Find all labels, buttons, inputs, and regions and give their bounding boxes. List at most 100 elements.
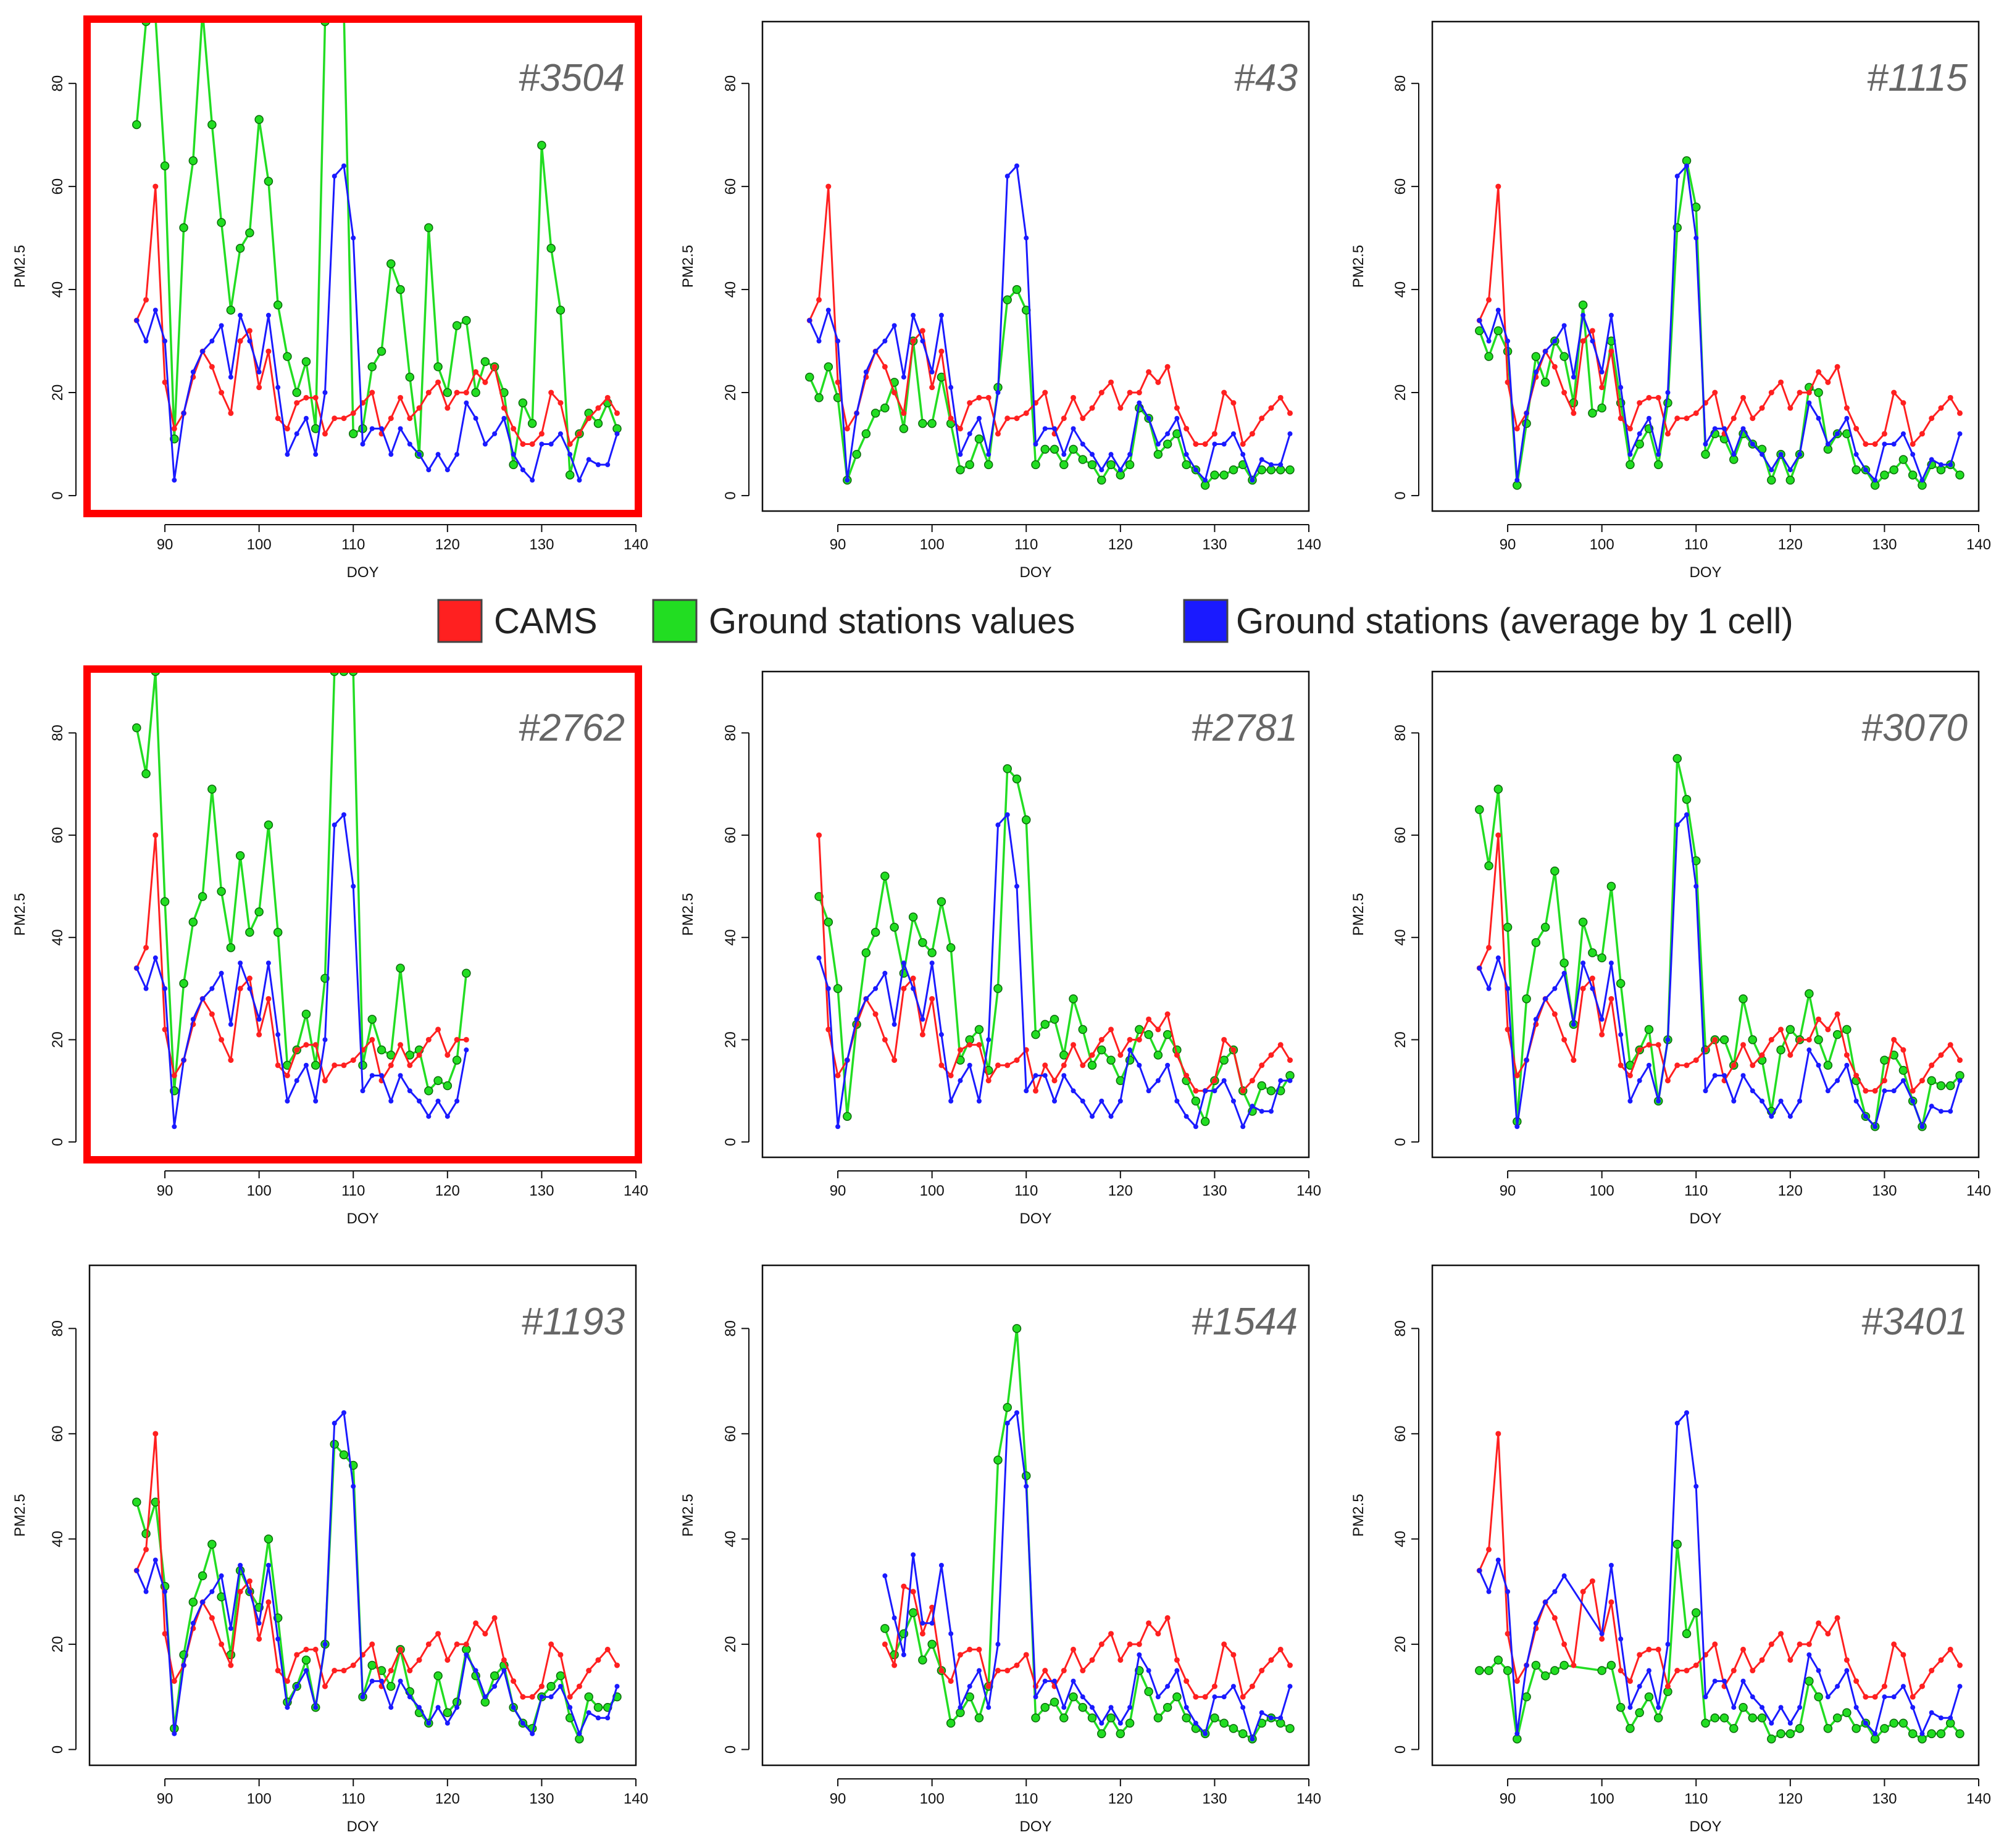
data-point-avg bbox=[172, 477, 177, 483]
data-point-avg bbox=[454, 1705, 460, 1710]
data-point-ground bbox=[565, 470, 575, 480]
data-point-cams bbox=[1561, 389, 1568, 396]
data-point-cams bbox=[938, 1062, 945, 1068]
data-point-cams bbox=[1834, 364, 1840, 370]
data-point-cams bbox=[1599, 1636, 1605, 1642]
data-point-avg bbox=[228, 374, 233, 380]
data-point-avg bbox=[920, 338, 925, 344]
y-tick-label: 80 bbox=[1392, 725, 1409, 741]
data-point-ground bbox=[1040, 444, 1050, 454]
data-point-avg bbox=[1524, 410, 1529, 416]
data-point-avg bbox=[341, 1410, 346, 1415]
data-point-cams bbox=[1853, 1072, 1860, 1078]
station-label: #3401 bbox=[1861, 1301, 1968, 1343]
data-point-ground bbox=[1219, 1718, 1229, 1728]
data-point-avg bbox=[1910, 1098, 1916, 1104]
data-point-ground bbox=[1021, 1471, 1031, 1481]
data-point-ground bbox=[160, 161, 170, 170]
data-point-avg bbox=[398, 1678, 403, 1684]
data-point-avg bbox=[1259, 457, 1264, 462]
data-point-cams bbox=[284, 425, 290, 431]
data-point-ground bbox=[1606, 1660, 1616, 1670]
data-point-ground bbox=[1955, 470, 1964, 480]
data-point-cams bbox=[1929, 415, 1935, 422]
series-line-ground bbox=[808, 288, 1290, 487]
data-point-avg bbox=[1203, 1731, 1208, 1736]
data-point-cams bbox=[1117, 405, 1124, 411]
data-point-cams bbox=[350, 1057, 356, 1063]
y-tick-label: 40 bbox=[1392, 929, 1409, 946]
data-point-cams bbox=[1684, 1668, 1690, 1674]
y-tick-label: 40 bbox=[722, 929, 739, 946]
data-point-avg bbox=[911, 312, 916, 318]
data-point-cams bbox=[445, 1657, 451, 1663]
data-point-avg bbox=[492, 1684, 498, 1689]
data-point-avg bbox=[152, 307, 158, 313]
data-point-avg bbox=[464, 1652, 469, 1657]
data-point-cams bbox=[1042, 389, 1048, 396]
data-point-cams bbox=[985, 1683, 992, 1689]
data-point-avg bbox=[360, 1694, 365, 1700]
y-tick-label: 0 bbox=[49, 491, 66, 499]
data-point-cams bbox=[1014, 1662, 1020, 1668]
legend: CAMS Ground stations values Ground stati… bbox=[437, 599, 1793, 643]
data-point-cams bbox=[604, 1646, 611, 1652]
data-point-cams bbox=[1108, 1026, 1114, 1033]
data-point-cams bbox=[1938, 1657, 1944, 1663]
data-point-avg bbox=[1674, 822, 1680, 828]
data-point-cams bbox=[1778, 379, 1784, 385]
data-point-cams bbox=[303, 1646, 309, 1652]
chart-panel: 90 100 110 120 130 140 DOY 0 20 40 60 80 PM2.5 #2762 bbox=[12, 665, 648, 1227]
data-point-cams bbox=[1589, 1578, 1595, 1584]
data-point-ground bbox=[1040, 1702, 1050, 1712]
data-point-avg bbox=[379, 1678, 385, 1684]
data-point-cams bbox=[929, 996, 935, 1002]
data-point-ground bbox=[1078, 455, 1088, 464]
x-axis-title: DOY bbox=[346, 1818, 378, 1835]
data-point-avg bbox=[1835, 1684, 1840, 1689]
data-point-avg bbox=[1637, 1078, 1642, 1083]
data-point-avg bbox=[920, 1017, 925, 1022]
data-point-cams bbox=[256, 1031, 262, 1038]
data-point-ground bbox=[1823, 1060, 1833, 1070]
x-tick-label: 90 bbox=[830, 536, 846, 553]
x-axis-title: DOY bbox=[1689, 1210, 1721, 1227]
data-point-ground bbox=[1757, 1713, 1767, 1723]
data-point-ground bbox=[1559, 352, 1569, 361]
data-point-ground bbox=[833, 984, 843, 993]
chart-series-layer bbox=[132, 22, 622, 483]
data-point-avg bbox=[313, 1705, 319, 1710]
data-point-cams bbox=[1108, 1631, 1114, 1637]
data-point-avg bbox=[1929, 1710, 1934, 1715]
data-point-avg bbox=[1919, 1124, 1925, 1130]
data-point-avg bbox=[1957, 1078, 1963, 1083]
data-point-ground bbox=[1898, 1718, 1908, 1728]
data-point-cams bbox=[1571, 1662, 1577, 1668]
data-point-avg bbox=[938, 1563, 944, 1568]
data-point-cams bbox=[143, 1546, 149, 1552]
plot-frame bbox=[1431, 1264, 1980, 1767]
data-point-cams bbox=[586, 1668, 592, 1674]
data-point-cams bbox=[1268, 405, 1274, 411]
data-point-cams bbox=[1843, 405, 1850, 411]
data-point-ground bbox=[1644, 1025, 1654, 1034]
data-point-cams bbox=[1146, 1620, 1152, 1626]
data-point-cams bbox=[1561, 1036, 1568, 1043]
data-point-cams bbox=[1221, 389, 1227, 396]
data-point-avg bbox=[1061, 1073, 1067, 1078]
x-tick-label: 120 bbox=[1778, 1791, 1803, 1807]
data-point-avg bbox=[1052, 1678, 1058, 1684]
data-point-avg bbox=[181, 1057, 186, 1063]
data-point-ground bbox=[1852, 465, 1861, 475]
data-point-cams bbox=[1495, 1431, 1501, 1437]
series-line-ground bbox=[135, 672, 468, 1093]
data-point-ground bbox=[1805, 1676, 1814, 1686]
data-point-avg bbox=[1259, 1109, 1264, 1114]
y-tick-label: 40 bbox=[722, 1531, 739, 1547]
data-point-avg bbox=[1533, 1620, 1538, 1626]
data-point-cams bbox=[1816, 1016, 1822, 1022]
x-tick-label: 120 bbox=[435, 1183, 460, 1199]
data-point-avg bbox=[1014, 883, 1019, 889]
data-point-cams bbox=[976, 1646, 982, 1652]
data-point-avg bbox=[577, 477, 582, 483]
